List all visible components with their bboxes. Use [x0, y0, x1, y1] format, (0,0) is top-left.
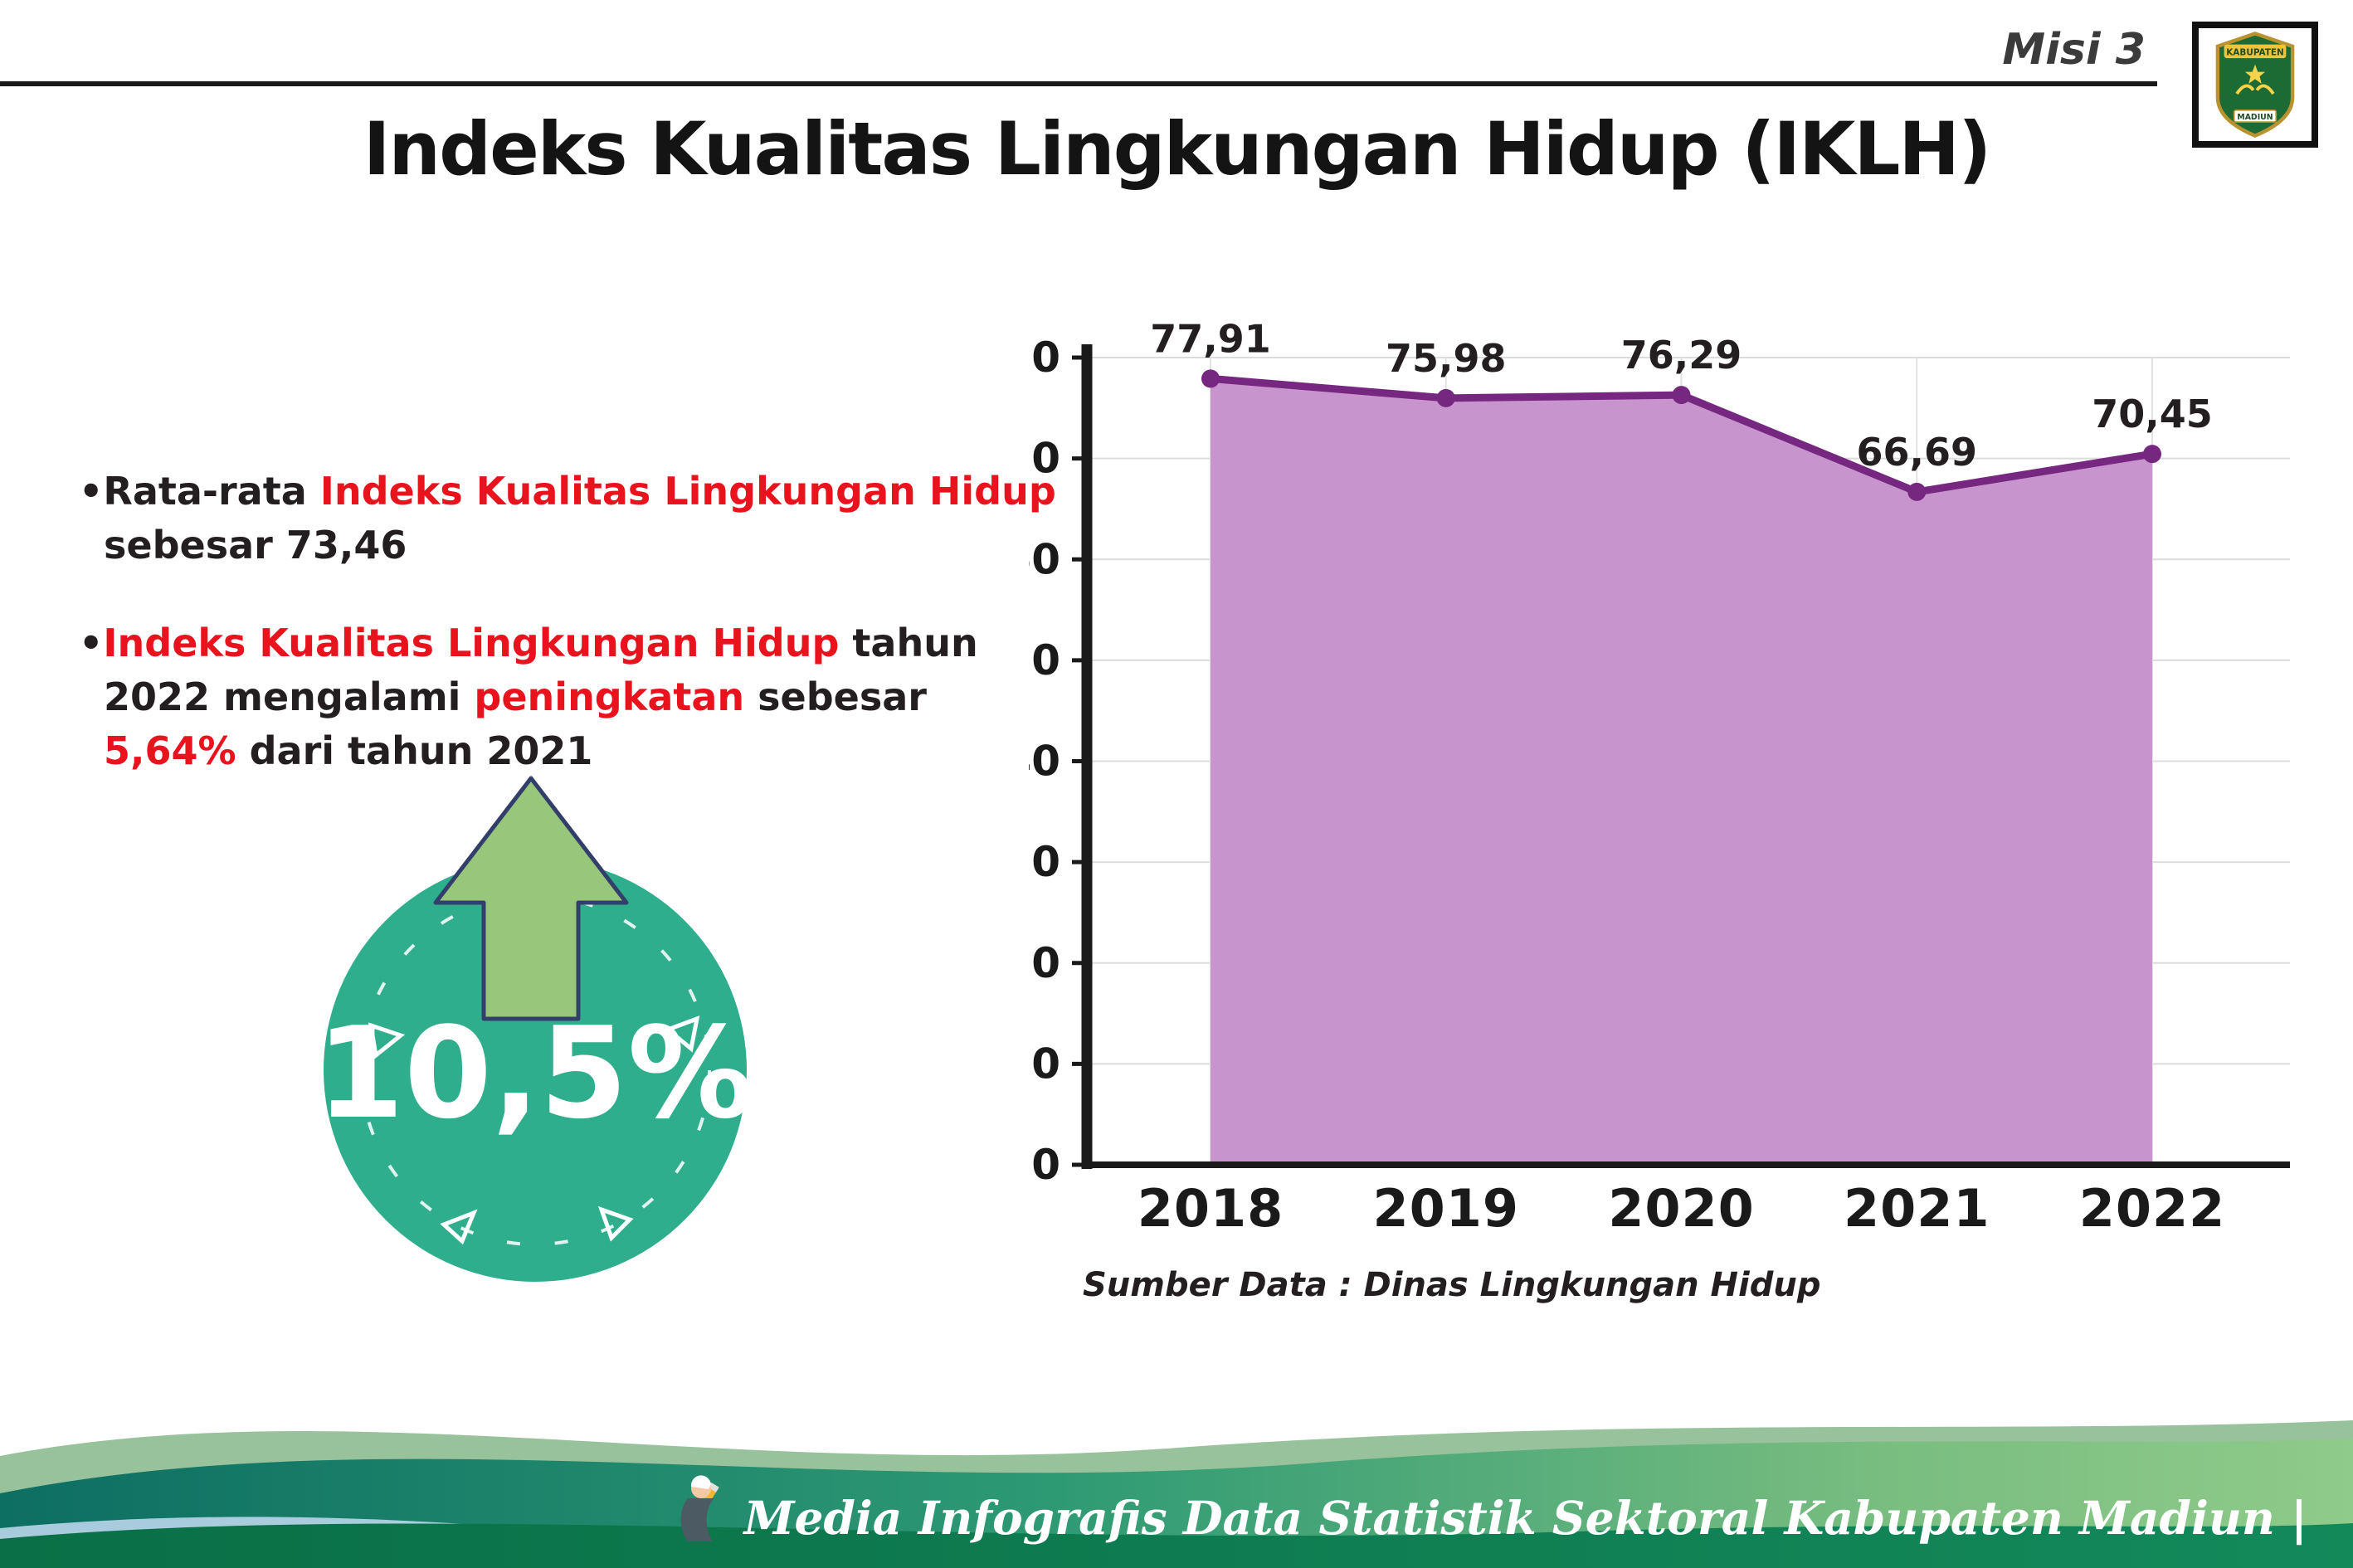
- data-label: 70,45: [2092, 392, 2213, 436]
- increase-percentage-value: 10,5%: [319, 1000, 751, 1147]
- logo-top-text: KABUPATEN: [2226, 47, 2284, 57]
- badge-circle: [324, 859, 747, 1282]
- badge-graphic: 10,5%: [316, 776, 754, 1282]
- text-segment: tahun 2022 mengalami: [104, 620, 978, 719]
- data-point: [1201, 369, 1220, 388]
- tick-triangle-icon: [368, 1022, 406, 1059]
- y-tick-label: 50: [1029, 636, 1060, 684]
- x-tick-label: 2021: [1844, 1178, 1990, 1239]
- key-points: •Rata-rata Indeks Kualitas Lingkungan Hi…: [79, 465, 1066, 822]
- x-tick-label: 2019: [1372, 1178, 1519, 1239]
- up-arrow-icon: [433, 776, 629, 1021]
- iklh-area-chart: 77,91 75,98 76,29 66,69 70,45 0 10 20 30 40 50 60 70…: [1002, 299, 2323, 1352]
- y-tick-label: 0: [1031, 1141, 1060, 1189]
- text-segment: dari tahun 2021: [236, 728, 593, 774]
- x-tick-label: 2018: [1138, 1178, 1284, 1239]
- bullet-average-iklh: •Rata-rata Indeks Kualitas Lingkungan Hi…: [79, 465, 1066, 573]
- y-tick-label: 20: [1029, 939, 1060, 987]
- header-rule: [0, 81, 2157, 86]
- footer-waves: [0, 1420, 2353, 1568]
- y-tick-label: 10: [1029, 1040, 1060, 1088]
- data-label: 75,98: [1386, 336, 1507, 381]
- text-segment-highlight: peningkatan: [474, 674, 745, 719]
- text-segment-highlight: Indeks Kualitas Lingkungan Hidup: [319, 469, 1056, 514]
- logo-bottom-text: MADIUN: [2237, 113, 2273, 122]
- tick-triangle-icon: [597, 1205, 634, 1242]
- tick-triangle-icon: [664, 1015, 700, 1053]
- footer-credit-text: Media Infografis Data Statistik Sektoral…: [743, 1490, 2307, 1545]
- y-tick-label: 70: [1029, 435, 1060, 483]
- footer: [0, 1369, 2353, 1568]
- data-point: [2143, 445, 2161, 464]
- x-tick-label: 2020: [1608, 1178, 1755, 1239]
- footer-credit-row: Media Infografis Data Statistik Sektoral…: [670, 1473, 2307, 1543]
- misi-label: Misi 3: [2002, 25, 2146, 75]
- kabupaten-madiun-logo: KABUPATEN MADIUN: [2192, 22, 2318, 148]
- data-label: 66,69: [1856, 430, 1977, 475]
- chart-canvas: 77,91 75,98 76,29 66,69 70,45 0 10 20 30 40 50 60 70…: [1002, 316, 2290, 1239]
- data-source-label: Sumber Data : Dinas Lingkungan Hidup: [1083, 1266, 1821, 1304]
- tick-triangle-icon: [440, 1209, 478, 1245]
- y-tick-label: 80: [1029, 334, 1060, 382]
- data-point: [1907, 482, 1927, 501]
- y-tick-label: 40: [1029, 738, 1060, 786]
- wave-deep: [0, 1523, 2353, 1568]
- increase-percentage-badge: 10,5%: [316, 770, 754, 1291]
- data-label: 77,91: [1150, 316, 1271, 361]
- crest-icon: KABUPATEN MADIUN: [2215, 32, 2295, 138]
- y-tick-label: 30: [1029, 838, 1060, 886]
- bullet-iklh-increase: •Indeks Kualitas Lingkungan Hidup tahun …: [79, 616, 1066, 779]
- bullet-dot: •: [79, 469, 104, 514]
- text-segment: Rata-rata: [103, 469, 320, 514]
- bullet-dot: •: [79, 620, 104, 665]
- area-fill: [1211, 378, 2152, 1165]
- text-segment: sebesar: [744, 674, 927, 719]
- y-tick-label: 60: [1029, 535, 1060, 583]
- text-segment-highlight: 5,64%: [104, 728, 236, 774]
- x-tick-label: 2022: [2079, 1178, 2226, 1239]
- data-label: 76,29: [1621, 333, 1742, 377]
- page-title: Indeks Kualitas Lingkungan Hidup (IKLH): [363, 106, 1992, 192]
- data-point: [1436, 388, 1455, 407]
- mascot-icon: [680, 1475, 719, 1541]
- text-segment: sebesar 73,46: [104, 523, 407, 568]
- data-point: [1672, 386, 1691, 405]
- text-segment-highlight: Indeks Kualitas Lingkungan Hidup: [103, 620, 840, 665]
